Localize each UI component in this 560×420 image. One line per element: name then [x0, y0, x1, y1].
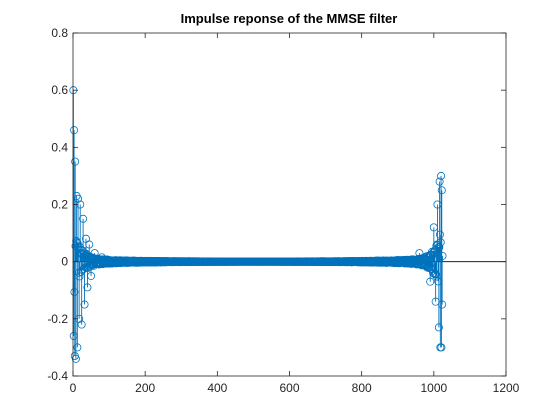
stem-marker	[87, 271, 96, 280]
stem-marker	[438, 251, 447, 260]
stem-marker	[77, 320, 86, 329]
stem-marker	[69, 331, 78, 340]
stem-marker	[434, 323, 443, 332]
stem-marker	[76, 267, 85, 276]
stem-marker	[436, 238, 445, 247]
stem-marker	[71, 242, 80, 251]
stem-marker	[429, 223, 438, 232]
stem-marker	[71, 157, 80, 166]
x-tick-label: 400	[207, 381, 227, 395]
x-tick-label: 200	[135, 381, 155, 395]
stem-marker	[77, 246, 86, 255]
stem-marker	[434, 277, 443, 286]
stem-marker	[432, 272, 441, 281]
stem-marker	[435, 230, 444, 239]
y-tick-label: -0.4	[47, 369, 68, 383]
stem-marker	[73, 343, 82, 352]
stem-marker	[74, 194, 83, 203]
y-tick-label: 0.2	[51, 198, 68, 212]
stem-marker	[78, 265, 87, 274]
x-tick-label: 600	[279, 381, 299, 395]
stem-marker	[75, 272, 84, 281]
x-tick-label: 800	[352, 381, 372, 395]
stem-marker	[426, 277, 435, 286]
stem-marker	[437, 186, 446, 195]
stem-marker	[79, 214, 88, 223]
stem-marker	[435, 177, 444, 186]
stem-series	[69, 86, 506, 363]
stem-marker	[70, 288, 79, 297]
stem-marker	[70, 126, 79, 135]
stem-marker	[438, 300, 447, 309]
y-tick-label: 0.8	[51, 26, 68, 40]
stem-marker	[433, 200, 442, 209]
x-tick-label: 1200	[493, 381, 520, 395]
stem-marker	[431, 297, 440, 306]
y-tick-label: 0.4	[51, 140, 68, 154]
stem-marker	[80, 300, 89, 309]
stem-marker	[428, 264, 437, 273]
stem-marker	[71, 354, 80, 363]
chart-title: Impulse reponse of the MMSE filter	[181, 11, 398, 26]
stem-marker	[422, 263, 431, 272]
stem-marker	[437, 343, 446, 352]
y-tick-label: 0	[61, 255, 68, 269]
stem-marker	[428, 250, 437, 259]
stem-marker	[83, 283, 92, 292]
stem-marker	[435, 243, 444, 252]
stem-marker	[85, 240, 94, 249]
x-tick-label: 0	[70, 381, 77, 395]
y-tick-label: -0.2	[47, 312, 68, 326]
stem-marker	[437, 171, 446, 180]
y-tick-label: 0.6	[51, 83, 68, 97]
x-tick-label: 1000	[420, 381, 447, 395]
